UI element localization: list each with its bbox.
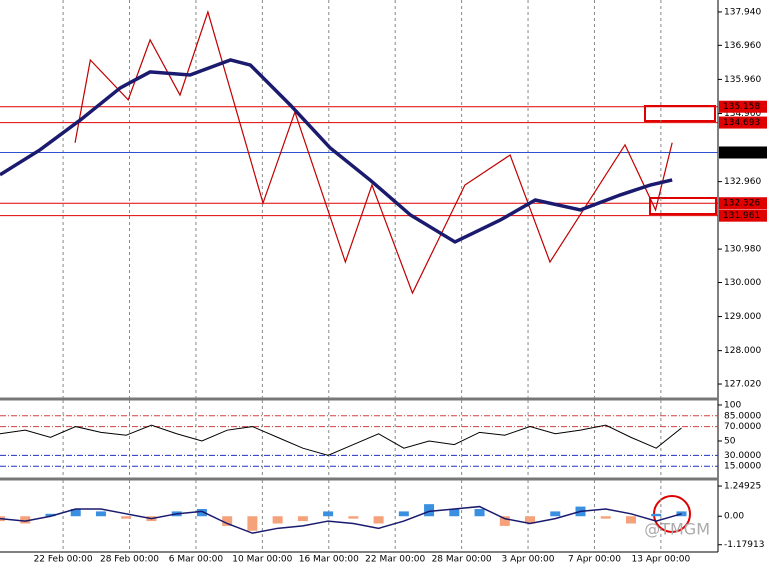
histogram-bar — [323, 511, 334, 517]
histogram-bar — [247, 516, 258, 531]
x-tick-label: 28 Mar 00:00 — [432, 555, 492, 565]
price-tag — [719, 197, 767, 210]
y-tick-label: 134.960 — [724, 109, 761, 119]
y-tick-label: 100 — [724, 400, 741, 410]
histogram-bar — [398, 511, 409, 517]
level-label: 70.0000 — [724, 422, 761, 432]
y-tick-label: 132.960 — [724, 177, 761, 187]
x-tick-label: 10 Mar 00:00 — [232, 555, 292, 565]
histogram-bar — [297, 516, 308, 522]
highlight-box — [649, 197, 717, 215]
histogram-bar — [651, 513, 662, 517]
histogram-bar — [373, 516, 384, 524]
series-line — [0, 58, 673, 244]
price-tag — [719, 146, 767, 159]
histogram-bar — [196, 508, 207, 517]
histogram-bar — [272, 516, 283, 524]
price-tag-label: 131.961 — [723, 211, 760, 221]
watermark: @TMGM — [644, 520, 710, 539]
x-tick-label: 13 Apr 00:00 — [632, 555, 691, 565]
x-tick-label: 28 Feb 00:00 — [100, 555, 159, 565]
price-tag-label: 135.158 — [723, 102, 760, 112]
x-tick-label: 22 Feb 00:00 — [34, 555, 93, 565]
x-tick-label: 3 Apr 00:00 — [502, 555, 555, 565]
histogram-bar — [222, 516, 233, 526]
histogram-bar — [20, 516, 31, 524]
histogram-bar — [625, 516, 636, 524]
series-line — [74, 9, 673, 295]
price-tag-label: 132.326 — [723, 199, 760, 209]
y-tick-label: 128.000 — [724, 346, 761, 356]
y-tick-label: 50 — [724, 436, 736, 446]
y-tick-label: 135.960 — [724, 75, 761, 85]
level-label: 15.0000 — [724, 462, 761, 472]
price-tag — [719, 116, 767, 129]
highlight-box — [644, 105, 716, 122]
histogram-bar — [550, 511, 561, 517]
price-tag — [719, 100, 767, 113]
histogram-bar — [600, 516, 611, 519]
histogram-bar — [449, 508, 460, 517]
x-tick-label: 22 Mar 00:00 — [365, 555, 425, 565]
y-tick-label: 1.24925 — [724, 482, 761, 492]
level-label: 30.0000 — [724, 451, 761, 461]
histogram-bar — [95, 511, 106, 517]
y-tick-label: 130.000 — [724, 278, 761, 288]
x-tick-label: 16 Mar 00:00 — [299, 555, 359, 565]
price-tag — [719, 209, 767, 222]
histogram-bar — [525, 516, 536, 524]
price-tag-label: 134.693 — [723, 118, 760, 128]
level-label: 85.0000 — [724, 411, 761, 421]
histogram-bar — [348, 516, 359, 519]
histogram-bar — [499, 516, 510, 526]
y-tick-label: 130.980 — [724, 245, 761, 255]
y-tick-label: 129.000 — [724, 312, 761, 322]
histogram-bar — [121, 516, 132, 519]
histogram-bar — [474, 508, 485, 517]
x-tick-label: 6 Mar 00:00 — [169, 555, 224, 565]
histogram-bar — [45, 513, 56, 517]
y-tick-label: 137.940 — [724, 7, 761, 17]
x-tick-label: 7 Apr 00:00 — [568, 555, 621, 565]
y-tick-label: 0.00 — [724, 512, 744, 522]
y-tick-label: -1.17913 — [724, 540, 764, 550]
y-tick-label: 127.020 — [724, 380, 761, 390]
histogram-bar — [424, 504, 435, 517]
price-tag-label: 133.815 — [723, 148, 760, 158]
series-line — [0, 424, 682, 456]
series-line — [0, 505, 682, 534]
histogram-bar — [70, 508, 81, 517]
y-tick-label: 136.960 — [724, 41, 761, 51]
